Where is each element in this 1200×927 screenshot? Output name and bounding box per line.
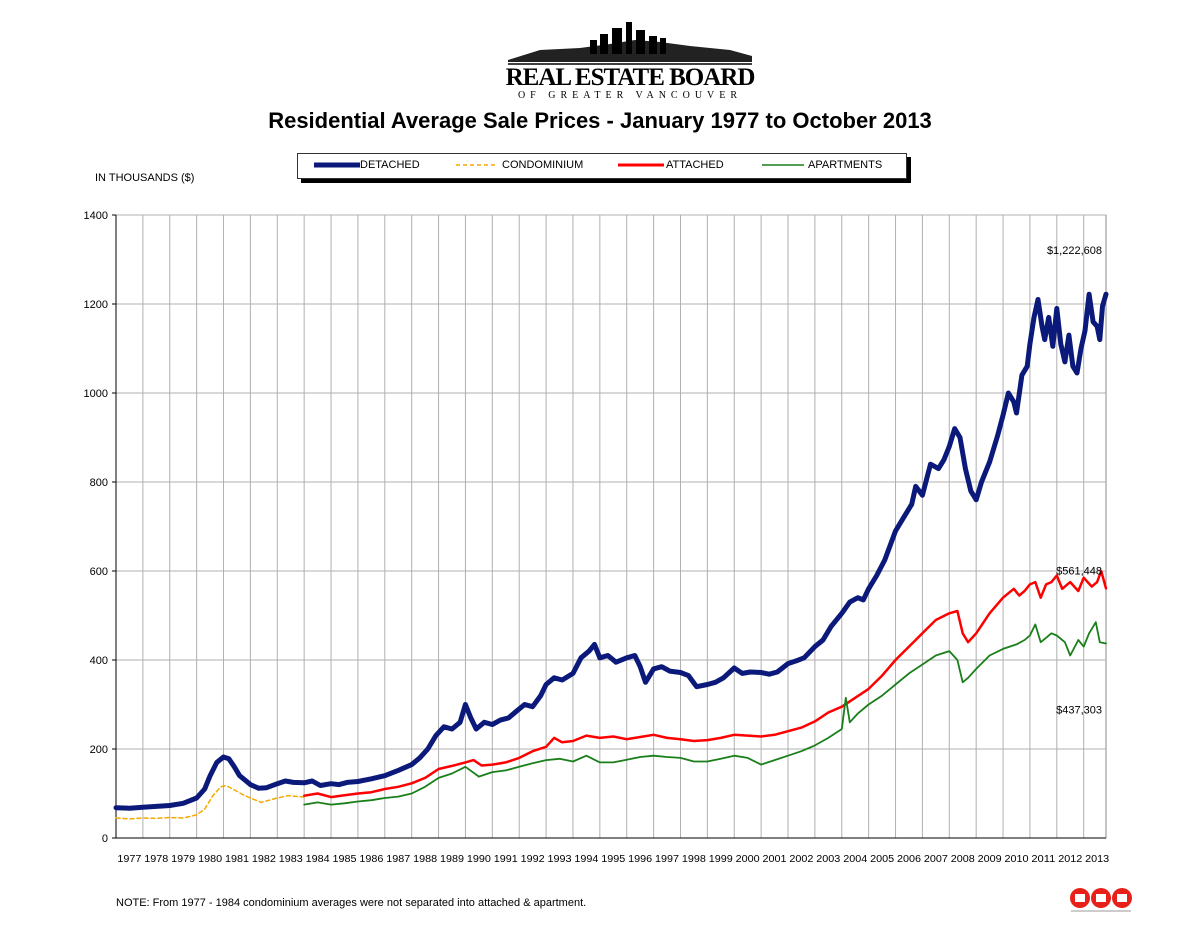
x-tick-label: 2005 (870, 854, 894, 865)
x-tick-label: 2009 (978, 854, 1002, 865)
plot-area (115, 214, 1107, 839)
series-line-apartments (303, 621, 1107, 806)
legend-swatch-attached (618, 163, 664, 167)
x-tick-label: 1981 (225, 854, 249, 865)
x-tick-label: 1987 (386, 854, 410, 865)
y-tick-label: 1000 (84, 388, 108, 400)
x-tick-label: 1994 (574, 854, 598, 865)
x-tick-label: 1992 (521, 854, 545, 865)
mls-logo-icon (1070, 888, 1132, 912)
x-tick-label: 2012 (1058, 854, 1082, 865)
legend-swatch-detached (314, 162, 360, 168)
skyline-logo-icon (508, 22, 752, 65)
x-tick-label: 1979 (171, 854, 195, 865)
x-tick-label: 2001 (763, 854, 787, 865)
legend-label-attached: ATTACHED (666, 159, 724, 171)
x-tick-label: 1983 (279, 854, 303, 865)
x-tick-label: 1980 (198, 854, 222, 865)
data-label-attached: $561,448 (1056, 565, 1102, 577)
y-tick-label: 400 (90, 655, 108, 667)
x-tick-label: 1993 (548, 854, 572, 865)
logo-main-text: REAL ESTATE BOARD (505, 64, 756, 91)
x-tick-label: 1986 (359, 854, 383, 865)
x-tick-label: 1989 (440, 854, 464, 865)
x-tick-label: 2010 (1004, 854, 1028, 865)
x-tick-label: 1984 (306, 854, 330, 865)
legend-label-condominium: CONDOMINIUM (502, 159, 584, 171)
x-tick-label: 1977 (117, 854, 141, 865)
series-line-detached (113, 291, 1109, 811)
chart-title: Residential Average Sale Prices - Januar… (268, 108, 932, 133)
x-tick-label: 1988 (413, 854, 437, 865)
x-tick-label: 2000 (736, 854, 760, 865)
legend-item-attached: ATTACHED (616, 154, 756, 178)
y-tick-label: 1400 (84, 210, 108, 222)
logo-sub-text: OF GREATER VANCOUVER (517, 90, 743, 101)
x-tick-label: 2003 (816, 854, 840, 865)
legend-swatch-condominium (456, 164, 498, 166)
x-tick-label: 1997 (655, 854, 679, 865)
legend-item-apartments: APARTMENTS (760, 154, 900, 178)
legend-label-detached: DETACHED (360, 159, 420, 171)
legend-item-condominium: CONDOMINIUM (454, 154, 614, 178)
series-line-attached (302, 569, 1108, 799)
x-tick-label: 1995 (601, 854, 625, 865)
x-tick-label: 1996 (628, 854, 652, 865)
x-tick-label: 2004 (843, 854, 867, 865)
data-label-detached: $1,222,608 (1047, 245, 1102, 257)
x-tick-label: 1978 (144, 854, 168, 865)
legend-item-detached: DETACHED (312, 154, 452, 178)
y-tick-label: 0 (102, 833, 108, 845)
x-tick-label: 2008 (951, 854, 975, 865)
rebgv-logo: REAL ESTATE BOARD OF GREATER VANCOUVER (500, 20, 760, 104)
x-tick-label: 2011 (1031, 854, 1055, 865)
x-tick-label: 1982 (252, 854, 276, 865)
x-tick-label: 1990 (467, 854, 491, 865)
y-tick-label: 1200 (84, 299, 108, 311)
y-axis-label: IN THOUSANDS ($) (95, 172, 195, 184)
legend-label-apartments: APARTMENTS (808, 159, 883, 171)
data-label-apartments: $437,303 (1056, 705, 1102, 717)
series-line-condominium (115, 784, 305, 820)
x-tick-label: 1998 (682, 854, 706, 865)
x-tick-label: 1985 (332, 854, 356, 865)
x-tick-label: 2002 (789, 854, 813, 865)
x-tick-label: 2007 (924, 854, 948, 865)
x-tick-label: 1999 (709, 854, 733, 865)
x-tick-label: 1991 (494, 854, 518, 865)
x-tick-label: 2013 (1085, 854, 1109, 865)
y-tick-label: 600 (90, 566, 108, 578)
chart-legend: DETACHED CONDOMINIUM ATTACHED APARTMENTS (297, 153, 907, 179)
y-tick-label: 200 (90, 744, 108, 756)
x-tick-label: 2006 (897, 854, 921, 865)
legend-swatch-apartments (762, 164, 804, 166)
footnote: NOTE: From 1977 - 1984 condominium avera… (116, 897, 587, 909)
y-tick-label: 800 (90, 477, 108, 489)
